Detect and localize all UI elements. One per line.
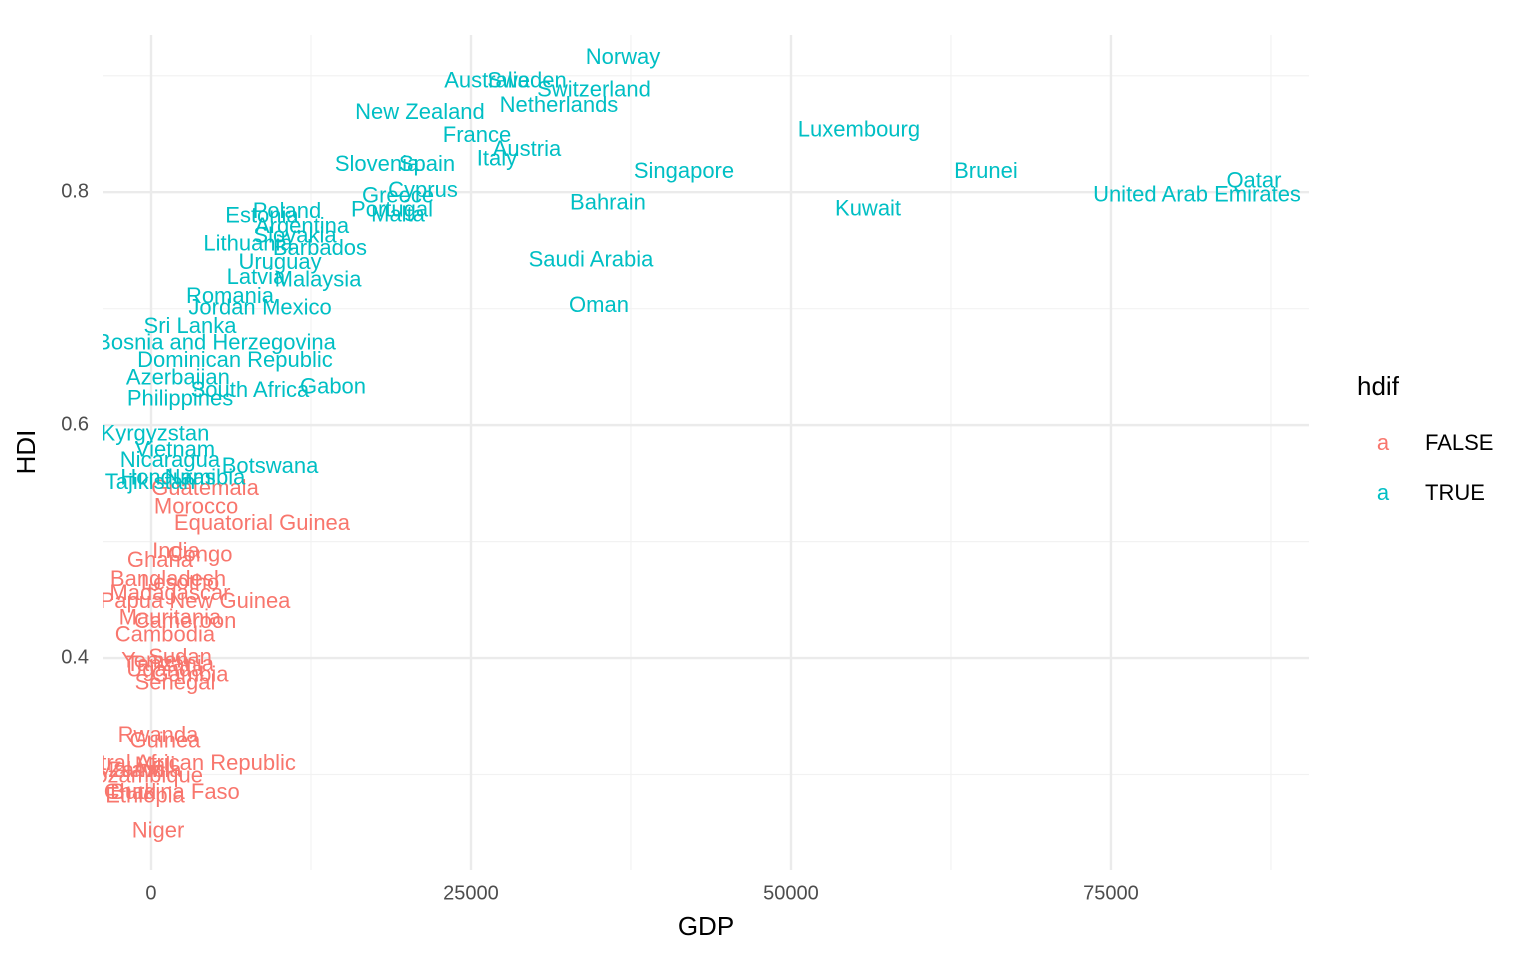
point-label: Poland — [253, 198, 322, 223]
point-label: Cyprus — [388, 177, 458, 202]
point-label: Mexico — [262, 294, 332, 319]
point-label: Dominican Republic — [137, 347, 333, 372]
legend-key: a — [1377, 480, 1390, 505]
point-label: Sri Lanka — [144, 313, 238, 338]
point-label: Mali — [135, 752, 175, 777]
point-label: Niger — [132, 817, 185, 842]
point-label: Rwanda — [118, 722, 199, 747]
point-label: Guinea — [129, 728, 201, 753]
point-label: France — [443, 122, 511, 147]
point-label: Spain — [399, 151, 455, 176]
point-label: Equatorial Guinea — [174, 510, 351, 535]
point-label: Morocco — [154, 494, 238, 519]
point-label: Sweden — [487, 67, 567, 92]
point-label: Netherlands — [500, 92, 619, 117]
point-label: United Arab Emirates — [1093, 182, 1301, 207]
y-tick-label: 0.8 — [61, 180, 89, 202]
point-label: Greece — [362, 183, 434, 208]
x-tick-label: 75000 — [1083, 882, 1139, 904]
point-label: Malta — [371, 201, 426, 226]
point-label: Guatemala — [151, 475, 259, 500]
point-label: Australia — [444, 67, 530, 92]
point-label: Italy — [477, 145, 517, 170]
point-label: Botswana — [222, 453, 319, 478]
point-label: Congo — [168, 541, 233, 566]
point-label: Jordan — [188, 294, 255, 319]
legend-key: a — [1377, 430, 1390, 455]
point-label: Oman — [569, 292, 629, 317]
point-label: Lesotho — [141, 569, 219, 594]
y-axis-title: HDI — [11, 430, 41, 475]
point-label: Zambia — [108, 757, 182, 782]
legend-label: TRUE — [1425, 480, 1485, 505]
point-label: Central African Republic — [60, 750, 296, 775]
point-label: Senegal — [135, 669, 216, 694]
point-label: Latvia — [227, 264, 286, 289]
point-label: Uganda — [126, 657, 204, 682]
point-label: Ethiopia — [105, 782, 185, 807]
point-label: Gambia — [152, 661, 230, 686]
point-label: Cameroon — [134, 608, 237, 633]
point-label: Papua New Guinea — [100, 588, 292, 613]
point-label: South Africa — [191, 377, 310, 402]
point-label: Bangladesh — [110, 566, 226, 591]
point-label: Malawi — [96, 757, 164, 782]
point-label: Vietnam — [135, 437, 215, 462]
point-label: Mozambique — [77, 763, 203, 788]
point-label: Azerbaijan — [126, 364, 230, 389]
point-label: Gabon — [300, 374, 366, 399]
point-label: Slovenia — [335, 151, 420, 176]
point-label: Qatar — [1226, 168, 1281, 193]
point-label: Tanzania — [126, 651, 215, 676]
point-label: Estonia — [225, 202, 299, 227]
point-label: Honduras — [120, 465, 215, 490]
point-label: New Zealand — [355, 99, 485, 124]
point-label: Madagascar — [109, 580, 230, 605]
point-label: Yemen — [121, 647, 189, 672]
point-label: Tajikistan — [105, 469, 195, 494]
point-label: Brunei — [954, 158, 1018, 183]
point-label: Argentina — [255, 213, 350, 238]
point-label: Slovakia — [253, 222, 337, 247]
point-label: Sudan — [148, 644, 212, 669]
point-label: Barbados — [273, 235, 367, 260]
point-label: Singapore — [634, 158, 734, 183]
point-label: Portugal — [351, 197, 433, 222]
point-label: Norway — [586, 44, 661, 69]
point-label: Kuwait — [835, 195, 901, 220]
y-tick-label: 0.6 — [61, 413, 89, 435]
point-label: Bahrain — [570, 190, 646, 215]
legend-title: hdif — [1357, 371, 1400, 401]
point-label: Malaysia — [275, 267, 363, 292]
point-label: Burkina Faso — [110, 779, 240, 804]
point-label: Philippines — [127, 385, 233, 410]
grid — [103, 35, 1309, 870]
point-label: Uruguay — [238, 249, 321, 274]
point-label: Cambodia — [115, 622, 216, 647]
point-label: Nicaragua — [120, 447, 221, 472]
point-label: Lithuania — [203, 230, 293, 255]
y-tick-label: 0.4 — [61, 646, 89, 668]
legend-label: FALSE — [1425, 430, 1493, 455]
point-label: Bosnia and Herzegovina — [96, 329, 336, 354]
point-label: Switzerland — [537, 77, 651, 102]
point-label: Namibia — [165, 465, 246, 490]
point-label: Kyrgyzstan — [101, 420, 210, 445]
point-label: India — [152, 538, 200, 563]
point-label: Saudi Arabia — [529, 247, 655, 272]
x-tick-label: 25000 — [443, 882, 499, 904]
x-tick-label: 0 — [145, 882, 156, 904]
point-label: Austria — [493, 136, 562, 161]
x-tick-label: 50000 — [763, 882, 819, 904]
point-label: Romania — [186, 283, 275, 308]
point-label: Luxembourg — [798, 116, 920, 141]
point-label: Mauritania — [119, 604, 222, 629]
point-label: Chad — [104, 779, 157, 804]
point-label: Ghana — [127, 547, 194, 572]
x-axis-title: GDP — [678, 911, 734, 941]
